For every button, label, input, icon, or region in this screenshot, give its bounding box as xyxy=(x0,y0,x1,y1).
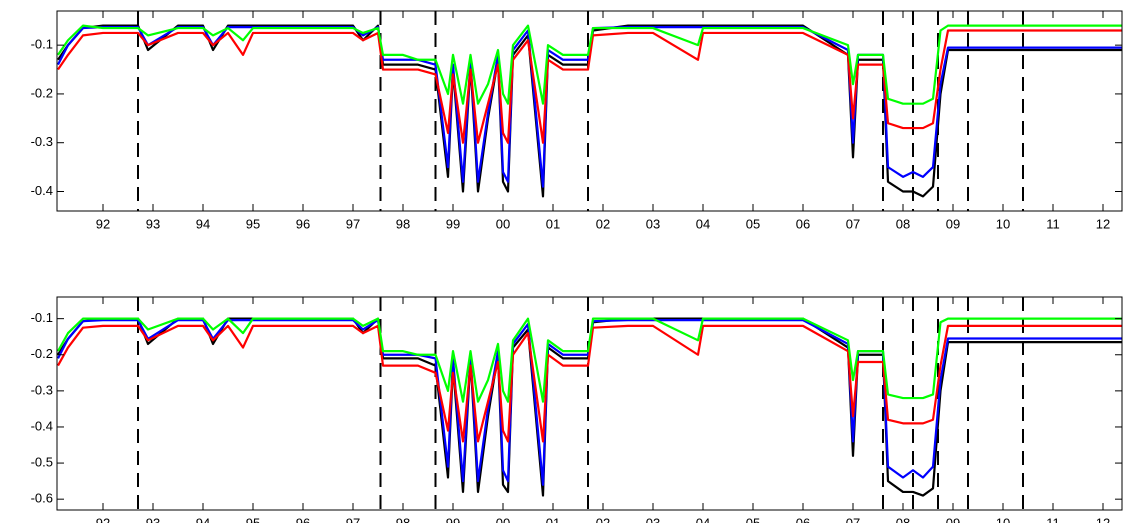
x-tick-label: 04 xyxy=(696,216,710,231)
x-tick-label: 95 xyxy=(246,216,260,231)
x-tick-label: 11 xyxy=(1046,216,1060,231)
x-tick-label: 03 xyxy=(646,515,660,523)
x-tick-label: 10 xyxy=(996,216,1010,231)
series-line xyxy=(57,319,1122,486)
x-tick-label: 05 xyxy=(746,216,760,231)
x-tick-label: 07 xyxy=(846,515,860,523)
series-line xyxy=(57,324,1122,443)
x-tick-label: 08 xyxy=(896,216,910,231)
x-tick-label: 92 xyxy=(96,515,110,523)
series-line xyxy=(57,26,1122,188)
series-line xyxy=(57,24,1122,105)
x-tick-label: 01 xyxy=(546,515,560,523)
x-tick-label: 03 xyxy=(646,216,660,231)
x-tick-label: 98 xyxy=(396,216,410,231)
x-tick-label: 04 xyxy=(696,515,710,523)
x-tick-label: 07 xyxy=(846,216,860,231)
x-tick-label: 12 xyxy=(1096,216,1110,231)
x-tick-label: 92 xyxy=(96,216,110,231)
x-tick-label: 96 xyxy=(296,216,310,231)
x-tick-label: 99 xyxy=(446,515,460,523)
x-tick-label: 06 xyxy=(796,216,810,231)
y-tick-label: -0.4 xyxy=(31,418,53,433)
x-tick-label: 00 xyxy=(496,216,510,231)
x-tick-label: 93 xyxy=(146,515,160,523)
series-line xyxy=(57,29,1122,144)
x-tick-label: 99 xyxy=(446,216,460,231)
axes-box xyxy=(56,296,1123,511)
x-tick-label: 94 xyxy=(196,515,210,523)
y-tick-label: -0.3 xyxy=(31,134,53,149)
x-tick-label: 00 xyxy=(496,515,510,523)
y-tick-label: -0.4 xyxy=(31,183,53,198)
x-tick-label: 11 xyxy=(1046,515,1060,523)
x-tick-label: 09 xyxy=(946,515,960,523)
y-tick-label: -0.2 xyxy=(31,346,53,361)
x-tick-label: 09 xyxy=(946,216,960,231)
y-tick-label: -0.3 xyxy=(31,382,53,397)
x-tick-label: 01 xyxy=(546,216,560,231)
x-tick-label: 93 xyxy=(146,216,160,231)
x-tick-label: 02 xyxy=(596,515,610,523)
y-tick-label: -0.5 xyxy=(31,455,53,470)
x-tick-label: 95 xyxy=(246,515,260,523)
y-tick-label: -0.1 xyxy=(31,310,53,325)
x-tick-label: 97 xyxy=(346,515,360,523)
y-tick-label: -0.2 xyxy=(31,85,53,100)
y-tick-label: -0.1 xyxy=(31,37,53,52)
x-tick-label: 05 xyxy=(746,515,760,523)
x-tick-label: 02 xyxy=(596,216,610,231)
plot-area xyxy=(57,297,1122,510)
x-tick-label: 08 xyxy=(896,515,910,523)
x-tick-label: 12 xyxy=(1096,515,1110,523)
x-tick-label: 10 xyxy=(996,515,1010,523)
x-tick-label: 96 xyxy=(296,515,310,523)
x-tick-label: 94 xyxy=(196,216,210,231)
x-tick-label: 97 xyxy=(346,216,360,231)
series-line xyxy=(57,317,1122,403)
x-tick-label: 98 xyxy=(396,515,410,523)
y-tick-label: -0.6 xyxy=(31,491,53,506)
x-tick-label: 06 xyxy=(796,515,810,523)
axes-box xyxy=(56,10,1123,212)
